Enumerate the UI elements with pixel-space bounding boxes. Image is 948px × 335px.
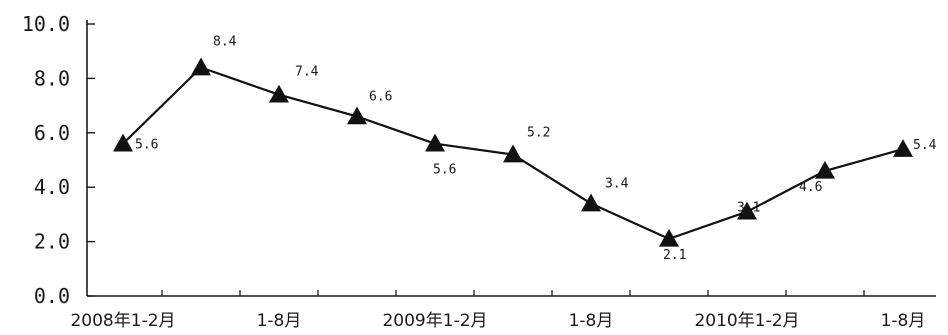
x-tick-label: 2008年1-2月	[70, 311, 175, 331]
triangle-marker	[113, 133, 133, 152]
x-tick-label: 1-8月	[257, 311, 302, 331]
triangle-marker	[191, 57, 211, 76]
y-tick-label: 10.0	[22, 12, 70, 36]
y-axis-ticks: 0.0 2.0 4.0 6.0 8.0 10.0	[22, 12, 95, 308]
x-tick-label: 2009年1-2月	[382, 311, 487, 331]
data-label: 6.6	[369, 89, 392, 104]
data-label: 5.4	[913, 138, 937, 153]
x-axis-ticks: 2008年1-2月 1-8月 2009年1-2月 1-8月 2010年1-2月 1-8月	[70, 290, 925, 331]
triangle-marker	[737, 201, 757, 220]
data-label: 5.2	[527, 126, 550, 141]
triangle-marker	[659, 228, 679, 247]
data-label: 5.6	[433, 163, 456, 178]
x-tick-label: 2010年1-2月	[694, 311, 799, 331]
y-tick-label: 2.0	[34, 230, 70, 254]
x-tick-label: 1-8月	[569, 311, 614, 331]
data-label: 3.4	[605, 177, 629, 192]
triangle-marker	[581, 193, 601, 212]
y-tick-label: 6.0	[34, 121, 70, 145]
triangle-marker	[347, 106, 367, 125]
triangle-marker	[425, 133, 445, 152]
triangle-marker	[269, 84, 289, 103]
y-tick-label: 4.0	[34, 175, 70, 199]
data-label: 8.4	[213, 35, 237, 50]
data-label: 5.6	[135, 138, 158, 153]
data-series	[113, 57, 913, 247]
triangle-marker	[893, 139, 913, 157]
x-tick-label: 1-8月	[881, 311, 926, 331]
data-label: 3.1	[737, 201, 760, 216]
data-labels: 5.6 8.4 7.4 6.6 5.6 5.2 3.4 2.1 3.1 4.6 5.4	[135, 35, 937, 263]
y-tick-label: 0.0	[34, 284, 70, 308]
chart-axes	[86, 20, 936, 297]
triangle-marker	[503, 144, 523, 163]
data-label: 7.4	[295, 65, 319, 80]
triangle-marker	[815, 160, 835, 179]
data-label: 2.1	[663, 248, 686, 263]
y-tick-label: 8.0	[34, 66, 70, 90]
data-label: 4.6	[799, 180, 822, 195]
